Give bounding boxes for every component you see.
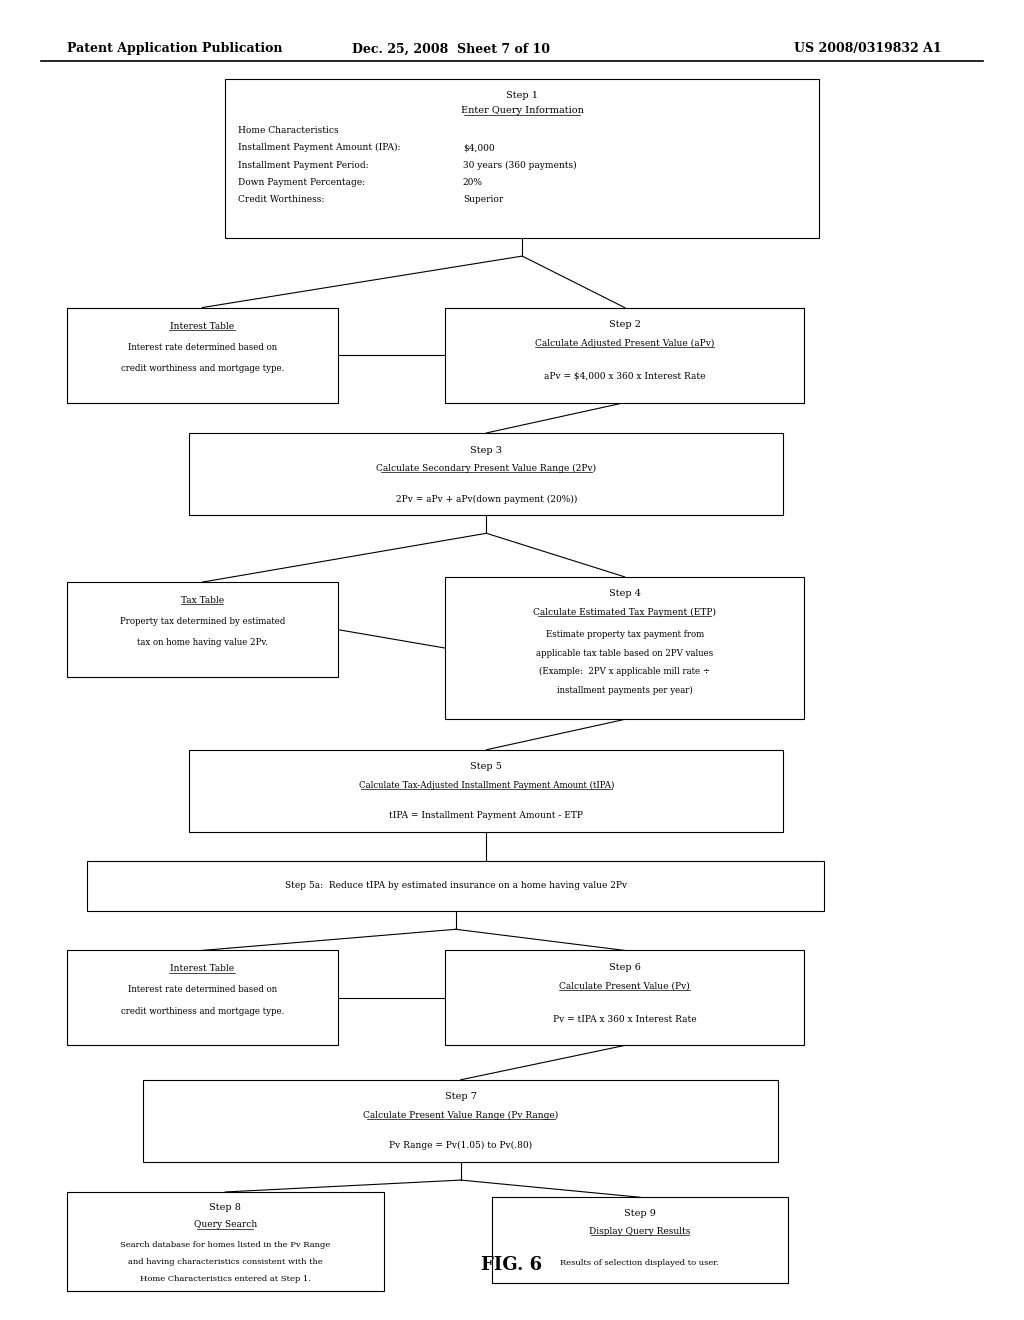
Text: 2Pv = aPv + aPv(down payment (20%)): 2Pv = aPv + aPv(down payment (20%)) bbox=[395, 495, 578, 503]
Bar bbox=[225, 79, 819, 238]
Bar bbox=[445, 577, 804, 719]
Text: Step 7: Step 7 bbox=[444, 1093, 477, 1101]
Text: Calculate Tax-Adjusted Installment Payment Amount (tIPA): Calculate Tax-Adjusted Installment Payme… bbox=[358, 781, 614, 789]
Text: Step 1: Step 1 bbox=[506, 91, 539, 99]
Text: Step 4: Step 4 bbox=[608, 590, 641, 598]
Text: Enter Query Information: Enter Query Information bbox=[461, 107, 584, 115]
Bar bbox=[67, 950, 338, 1045]
Text: aPv = $4,000 x 360 x Interest Rate: aPv = $4,000 x 360 x Interest Rate bbox=[544, 372, 706, 380]
Text: installment payments per year): installment payments per year) bbox=[557, 686, 692, 694]
Text: (Example:  2PV x applicable mill rate ÷: (Example: 2PV x applicable mill rate ÷ bbox=[539, 668, 711, 676]
Text: Installment Payment Period:: Installment Payment Period: bbox=[238, 161, 369, 169]
Text: Credit Worthiness:: Credit Worthiness: bbox=[238, 195, 324, 203]
Text: Calculate Adjusted Present Value (aPv): Calculate Adjusted Present Value (aPv) bbox=[535, 339, 715, 347]
Text: Interest Table: Interest Table bbox=[170, 965, 234, 973]
Text: Calculate Present Value Range (Pv Range): Calculate Present Value Range (Pv Range) bbox=[364, 1111, 558, 1119]
Text: Down Payment Percentage:: Down Payment Percentage: bbox=[238, 178, 365, 186]
Bar bbox=[189, 433, 783, 515]
Text: Home Characteristics entered at Step 1.: Home Characteristics entered at Step 1. bbox=[140, 1275, 310, 1283]
Text: applicable tax table based on 2PV values: applicable tax table based on 2PV values bbox=[536, 649, 714, 657]
Text: Results of selection displayed to user.: Results of selection displayed to user. bbox=[560, 1259, 720, 1267]
Text: Installment Payment Amount (IPA):: Installment Payment Amount (IPA): bbox=[238, 144, 400, 152]
Text: and having characteristics consistent with the: and having characteristics consistent wi… bbox=[128, 1258, 323, 1266]
Text: Step 2: Step 2 bbox=[608, 321, 641, 329]
Text: Patent Application Publication: Patent Application Publication bbox=[67, 42, 282, 55]
Bar bbox=[189, 750, 783, 832]
Text: Step 5: Step 5 bbox=[470, 763, 503, 771]
Text: Calculate Secondary Present Value Range (2Pv): Calculate Secondary Present Value Range … bbox=[377, 465, 596, 473]
Text: credit worthiness and mortgage type.: credit worthiness and mortgage type. bbox=[121, 1007, 284, 1015]
Text: Superior: Superior bbox=[463, 195, 503, 203]
Text: credit worthiness and mortgage type.: credit worthiness and mortgage type. bbox=[121, 364, 284, 372]
Text: Query Search: Query Search bbox=[194, 1221, 257, 1229]
Text: Property tax determined by estimated: Property tax determined by estimated bbox=[120, 618, 285, 626]
Bar bbox=[492, 1197, 788, 1283]
Text: Step 3: Step 3 bbox=[470, 446, 503, 454]
Text: Dec. 25, 2008  Sheet 7 of 10: Dec. 25, 2008 Sheet 7 of 10 bbox=[351, 42, 550, 55]
Text: Estimate property tax payment from: Estimate property tax payment from bbox=[546, 631, 703, 639]
Bar bbox=[445, 950, 804, 1045]
Bar bbox=[67, 308, 338, 403]
Text: Search database for homes listed in the Pv Range: Search database for homes listed in the … bbox=[120, 1241, 331, 1249]
Text: Calculate Estimated Tax Payment (ETP): Calculate Estimated Tax Payment (ETP) bbox=[534, 609, 716, 616]
Text: Display Query Results: Display Query Results bbox=[590, 1228, 690, 1236]
Text: 30 years (360 payments): 30 years (360 payments) bbox=[463, 161, 577, 169]
Text: Interest rate determined based on: Interest rate determined based on bbox=[128, 986, 276, 994]
Text: US 2008/0319832 A1: US 2008/0319832 A1 bbox=[795, 42, 942, 55]
Text: tax on home having value 2Pv.: tax on home having value 2Pv. bbox=[137, 639, 267, 647]
Text: $4,000: $4,000 bbox=[463, 144, 495, 152]
Bar bbox=[87, 861, 824, 911]
Text: FIG. 6: FIG. 6 bbox=[481, 1255, 543, 1274]
Text: Step 5a:  Reduce tIPA by estimated insurance on a home having value 2Pv: Step 5a: Reduce tIPA by estimated insura… bbox=[285, 882, 627, 890]
Text: Interest rate determined based on: Interest rate determined based on bbox=[128, 343, 276, 351]
Text: Home Characteristics: Home Characteristics bbox=[238, 127, 338, 135]
Text: Step 6: Step 6 bbox=[608, 964, 641, 972]
Bar bbox=[67, 582, 338, 677]
Text: tIPA = Installment Payment Amount - ETP: tIPA = Installment Payment Amount - ETP bbox=[389, 812, 584, 820]
Text: 20%: 20% bbox=[463, 178, 483, 186]
Bar bbox=[67, 1192, 384, 1291]
Text: Tax Table: Tax Table bbox=[180, 597, 224, 605]
Text: Pv Range = Pv(1.05) to Pv(.80): Pv Range = Pv(1.05) to Pv(.80) bbox=[389, 1142, 532, 1150]
Text: Pv = tIPA x 360 x Interest Rate: Pv = tIPA x 360 x Interest Rate bbox=[553, 1015, 696, 1023]
Text: Step 9: Step 9 bbox=[624, 1209, 656, 1217]
Bar bbox=[445, 308, 804, 403]
Text: Interest Table: Interest Table bbox=[170, 322, 234, 330]
Bar bbox=[143, 1080, 778, 1162]
Text: Step 8: Step 8 bbox=[209, 1204, 242, 1212]
Text: Calculate Present Value (Pv): Calculate Present Value (Pv) bbox=[559, 982, 690, 990]
